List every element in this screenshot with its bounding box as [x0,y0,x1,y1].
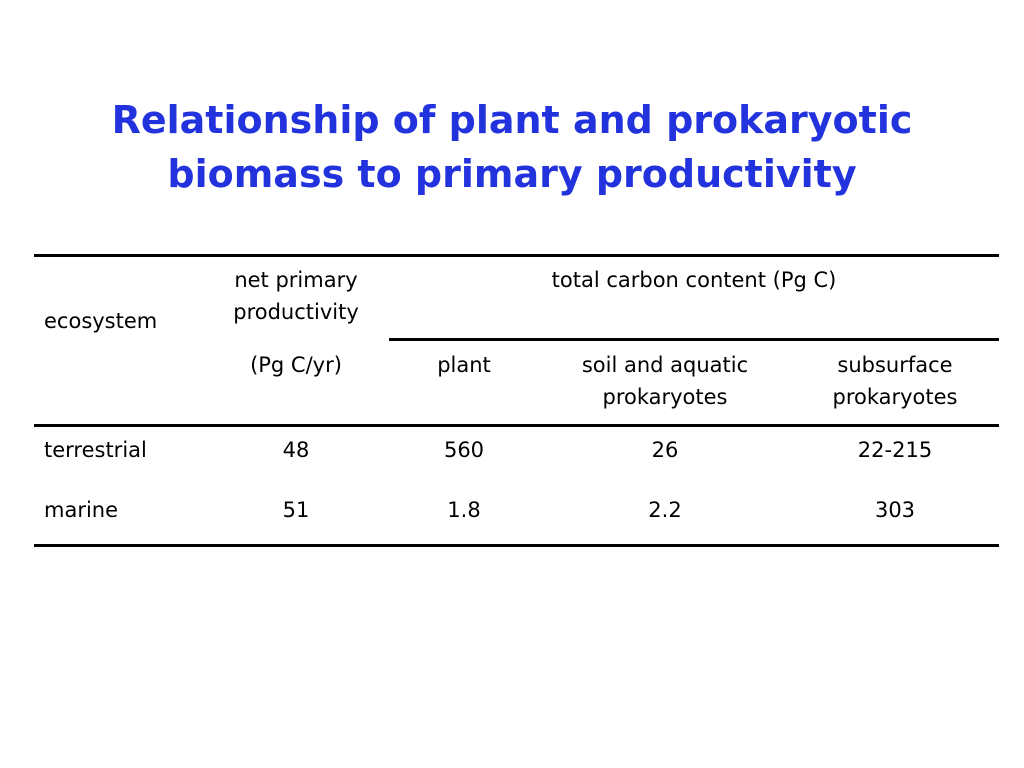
header-soil-line-2: prokaryotes [602,385,728,409]
table-row-terrestrial-subsurface: 22-215 [857,438,933,462]
header-npp-line-1: net primary [234,268,358,292]
title-line-1: Relationship of plant and prokaryotic [111,98,913,142]
table-row-terrestrial-ecosystem: terrestrial [44,438,147,462]
header-subsurface-line-1: subsurface [837,353,953,377]
table-row-terrestrial-soil: 26 [651,438,679,462]
title-line-2: biomass to primary productivity [167,152,857,196]
header-subsurface: subsurface prokaryotes [795,349,995,413]
total-carbon-underline [389,338,999,341]
table-row-marine-plant: 1.8 [447,498,481,522]
header-soil-aquatic: soil and aquatic prokaryotes [540,349,790,413]
table-top-rule [34,254,999,257]
header-plant: plant [437,353,491,377]
table-row-terrestrial-plant: 560 [443,438,485,462]
header-npp-unit: (Pg C/yr) [250,353,342,377]
table-row-marine-ecosystem: marine [44,498,119,522]
header-bottom-rule [34,424,999,427]
header-npp: net primary productivity [200,264,392,328]
table-row-marine-npp: 51 [282,498,310,522]
table-row-marine-subsurface: 303 [874,498,916,522]
table-row-marine-soil: 2.2 [648,498,682,522]
header-ecosystem: ecosystem [44,309,158,333]
header-npp-line-2: productivity [233,300,359,324]
header-total-carbon: total carbon content (Pg C) [551,268,837,292]
table-row-terrestrial-npp: 48 [282,438,310,462]
header-subsurface-line-2: prokaryotes [832,385,958,409]
table-bottom-rule [34,544,999,547]
header-soil-line-1: soil and aquatic [581,353,749,377]
slide-title: Relationship of plant and prokaryotic bi… [0,93,1024,201]
